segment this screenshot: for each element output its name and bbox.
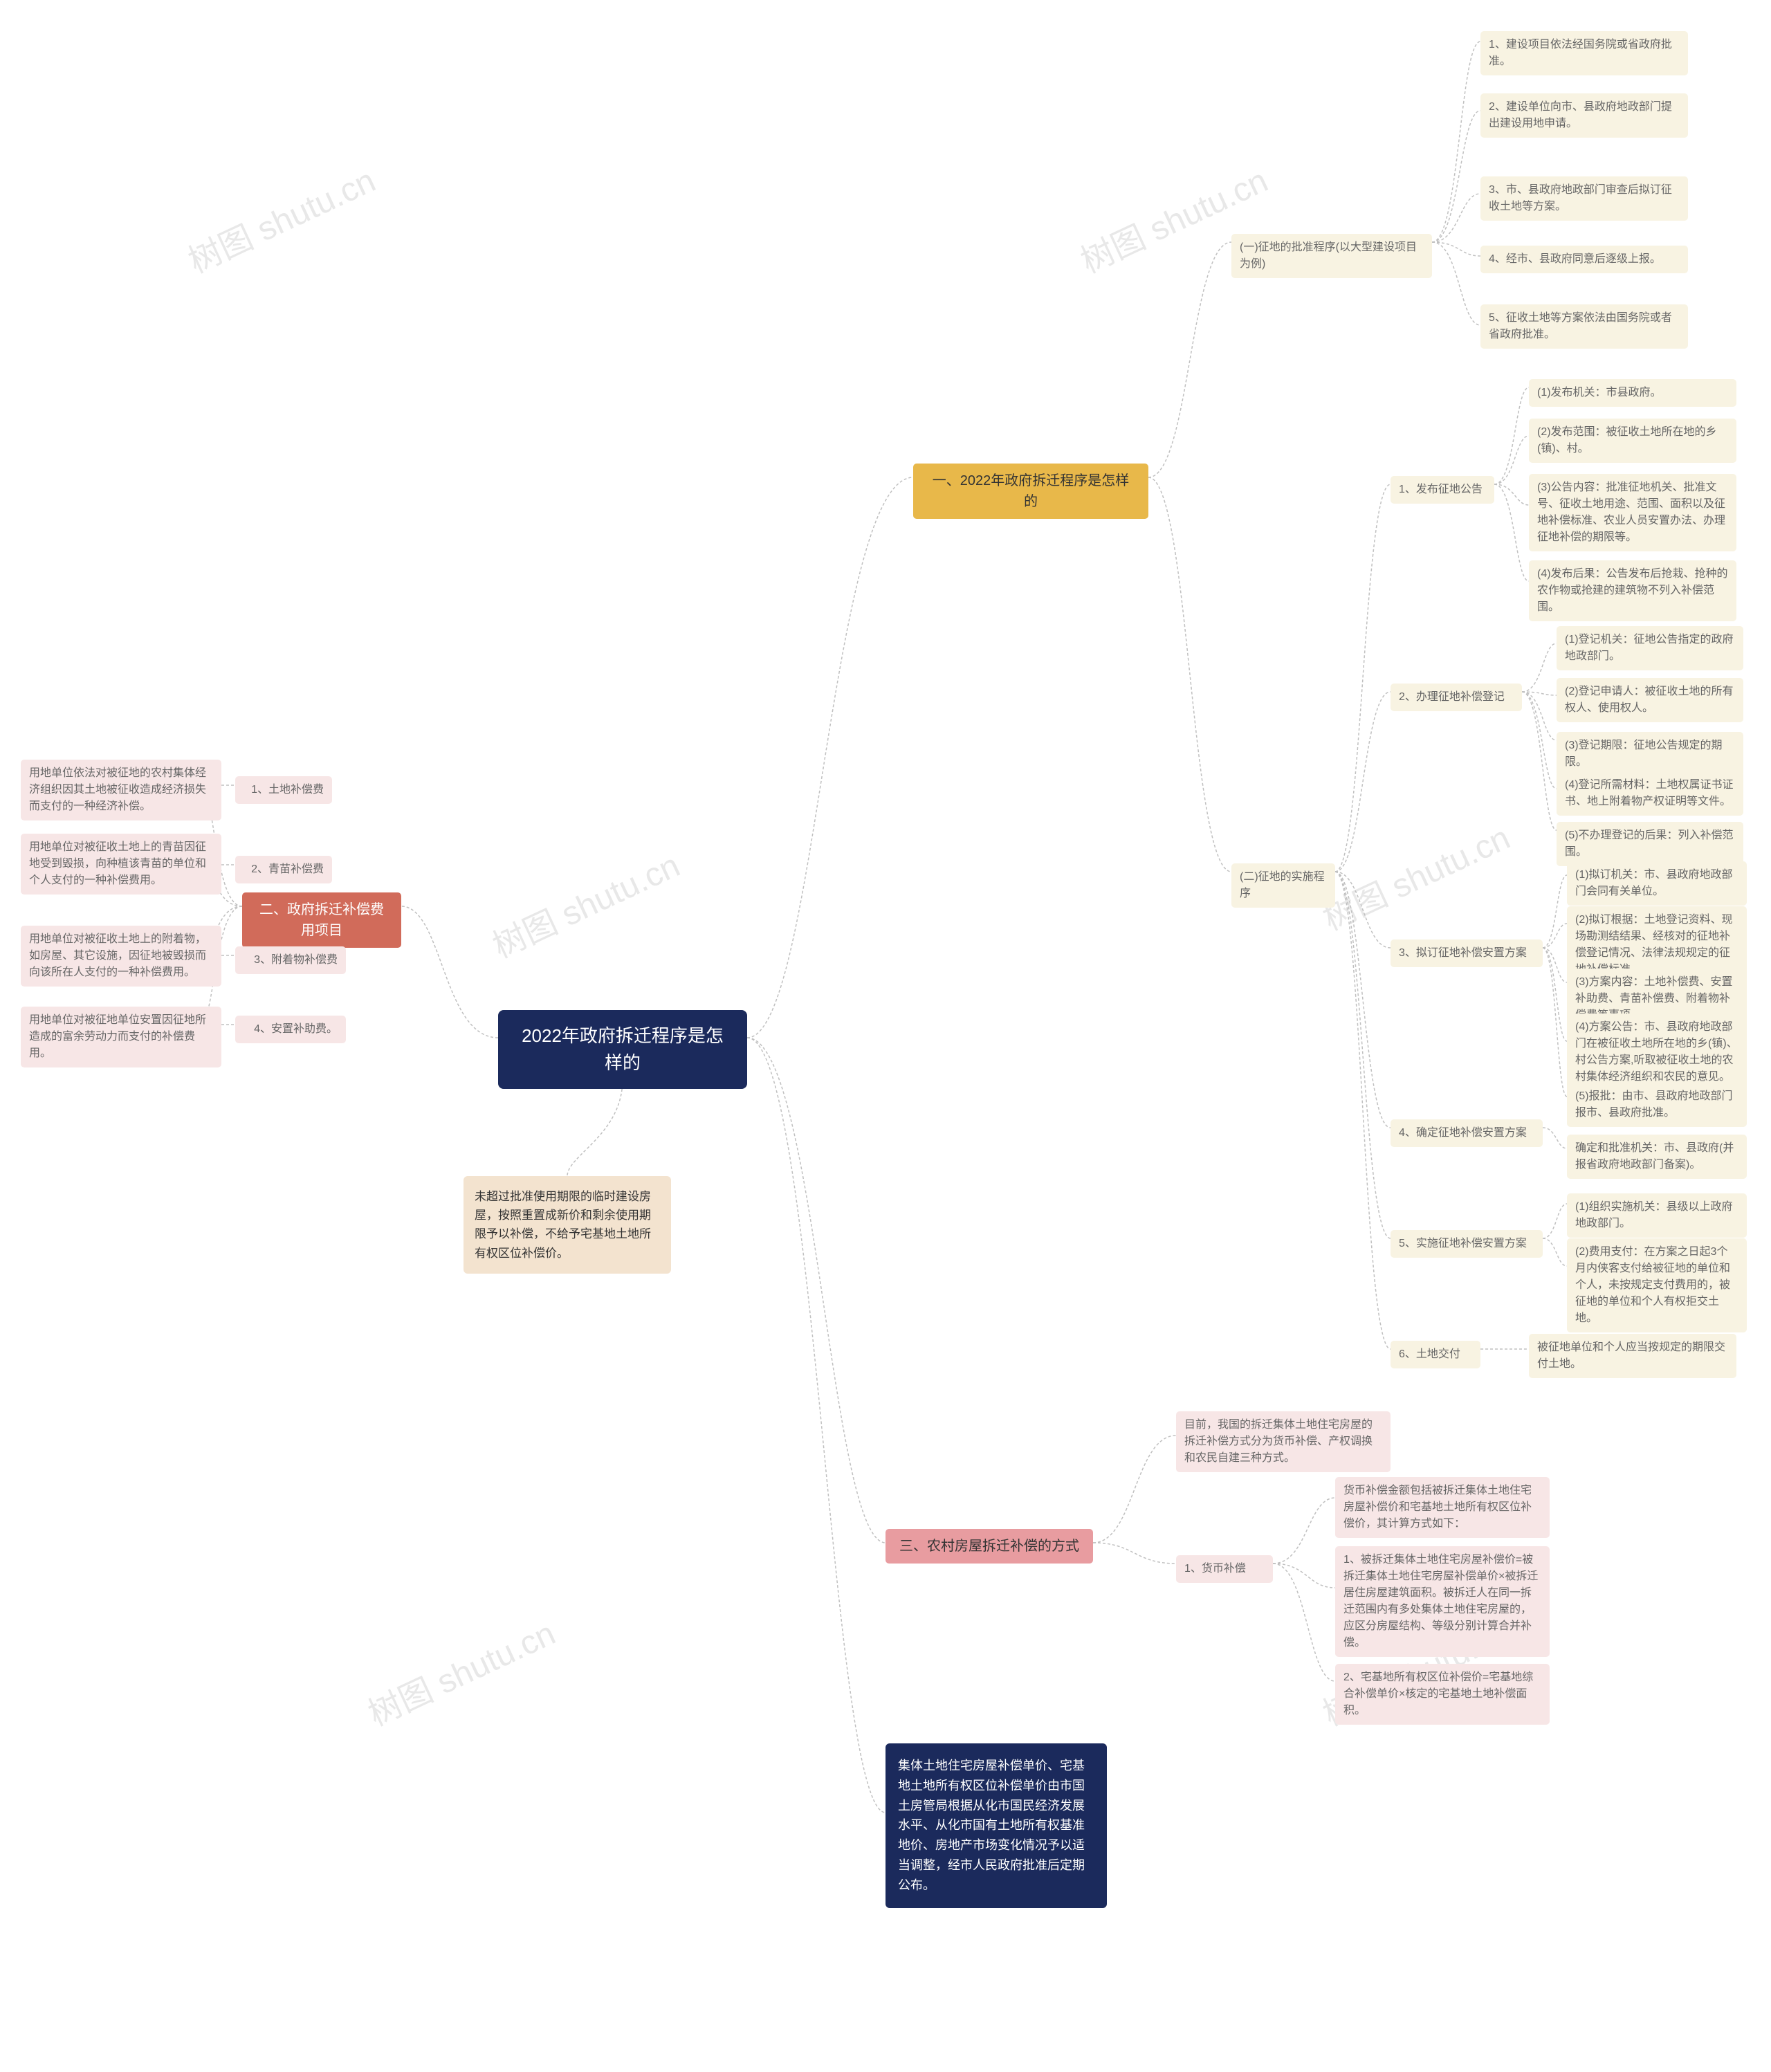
step-6[interactable]: 6、土地交付 xyxy=(1391,1341,1480,1368)
b2-item-num[interactable]: 3、附着物补偿费 xyxy=(235,946,346,974)
b2-item-desc[interactable]: 用地单位对被征地单位安置因征地所造成的富余劳动力而支付的补偿费用。 xyxy=(21,1007,221,1067)
b2-item-num[interactable]: 2、青苗补偿费 xyxy=(235,856,332,883)
b3-sub-item[interactable]: 2、宅基地所有权区位补偿价=宅基地综合补偿单价×核定的宅基地土地补偿面积。 xyxy=(1335,1664,1550,1725)
sub-a-item[interactable]: 3、市、县政府地政部门审查后拟订征收土地等方案。 xyxy=(1480,176,1688,221)
branch-3-note[interactable]: 集体土地住宅房屋补偿单价、宅基地土地所有权区位补偿单价由市国土房管局根据从化市国… xyxy=(886,1743,1107,1908)
watermark: 树图 shutu.cn xyxy=(484,838,686,967)
b3-sub-item[interactable]: 货币补偿金额包括被拆迁集体土地住宅房屋补偿价和宅基地土地所有权区位补偿价，其计算… xyxy=(1335,1477,1550,1538)
mindmap-canvas: 树图 shutu.cn 树图 shutu.cn 树图 shutu.cn 树图 s… xyxy=(0,0,1771,2072)
branch-2-note[interactable]: 未超过批准使用期限的临时建设房屋，按照重置成新价和剩余使用期限予以补偿，不给予宅… xyxy=(464,1176,671,1274)
b2-item-num[interactable]: 4、安置补助费。 xyxy=(235,1016,346,1043)
step-2-item[interactable]: (1)登记机关：征地公告指定的政府地政部门。 xyxy=(1557,626,1743,670)
sub-a-item[interactable]: 4、经市、县政府同意后逐级上报。 xyxy=(1480,246,1688,273)
step-6-item[interactable]: 被征地单位和个人应当按规定的期限交付土地。 xyxy=(1529,1334,1736,1378)
step-5-item[interactable]: (1)组织实施机关：县级以上政府地政部门。 xyxy=(1567,1193,1747,1238)
b2-item-desc[interactable]: 用地单位对被征收土地上的附着物，如房屋、其它设施，因征地被毁损而向该所在人支付的… xyxy=(21,926,221,987)
sub-a-item[interactable]: 2、建设单位向市、县政府地政部门提出建设用地申请。 xyxy=(1480,93,1688,138)
b3-sub[interactable]: 1、货币补偿 xyxy=(1176,1555,1273,1583)
step-2[interactable]: 2、办理征地补偿登记 xyxy=(1391,684,1522,711)
branch-1-sub-a[interactable]: (一)征地的批准程序(以大型建设项目为例) xyxy=(1231,234,1432,278)
branch-1-sub-b[interactable]: (二)征地的实施程序 xyxy=(1231,863,1335,908)
b3-sub-item[interactable]: 1、被拆迁集体土地住宅房屋补偿价=被拆迁集体土地住宅房屋补偿单价×被拆迁居住房屋… xyxy=(1335,1546,1550,1657)
watermark: 树图 shutu.cn xyxy=(359,1606,562,1735)
step-3-item[interactable]: (1)拟订机关：市、县政府地政部门会同有关单位。 xyxy=(1567,861,1747,906)
step-1-item[interactable]: (2)发布范围：被征收土地所在地的乡(镇)、村。 xyxy=(1529,419,1736,463)
step-2-item[interactable]: (3)登记期限：征地公告规定的期限。 xyxy=(1557,732,1743,776)
step-2-item[interactable]: (4)登记所需材料：土地权属证书证书、地上附着物产权证明等文件。 xyxy=(1557,771,1743,816)
b2-item-num[interactable]: 1、土地补偿费 xyxy=(235,776,332,804)
step-4[interactable]: 4、确定征地补偿安置方案 xyxy=(1391,1119,1543,1147)
step-2-item[interactable]: (2)登记申请人：被征收土地的所有权人、使用权人。 xyxy=(1557,678,1743,722)
b2-item-desc[interactable]: 用地单位依法对被征地的农村集体经济组织因其土地被征收造成经济损失而支付的一种经济… xyxy=(21,760,221,820)
step-1[interactable]: 1、发布征地公告 xyxy=(1391,476,1494,504)
step-1-item[interactable]: (1)发布机关：市县政府。 xyxy=(1529,379,1736,407)
sub-a-item[interactable]: 5、征收土地等方案依法由国务院或者省政府批准。 xyxy=(1480,304,1688,349)
step-2-item[interactable]: (5)不办理登记的后果：列入补偿范围。 xyxy=(1557,822,1743,866)
step-1-item[interactable]: (4)发布后果：公告发布后抢栽、抢种的农作物或抢建的建筑物不列入补偿范围。 xyxy=(1529,560,1736,621)
step-3-item[interactable]: (4)方案公告：市、县政府地政部门在被征收土地所在地的乡(镇)、村公告方案,听取… xyxy=(1567,1014,1747,1091)
step-3[interactable]: 3、拟订征地补偿安置方案 xyxy=(1391,939,1543,967)
step-5[interactable]: 5、实施征地补偿安置方案 xyxy=(1391,1230,1543,1258)
branch-1[interactable]: 一、2022年政府拆迁程序是怎样的 xyxy=(913,464,1148,519)
b3-intro[interactable]: 目前，我国的拆迁集体土地住宅房屋的拆迁补偿方式分为货币补偿、产权调换和农民自建三… xyxy=(1176,1411,1391,1472)
step-1-item[interactable]: (3)公告内容：批准征地机关、批准文号、征收土地用途、范围、面积以及征地补偿标准… xyxy=(1529,474,1736,551)
watermark: 树图 shutu.cn xyxy=(179,154,382,282)
b2-item-desc[interactable]: 用地单位对被征收土地上的青苗因征地受到毁损，向种植该青苗的单位和个人支付的一种补… xyxy=(21,834,221,895)
sub-a-item[interactable]: 1、建设项目依法经国务院或省政府批准。 xyxy=(1480,31,1688,75)
step-5-item[interactable]: (2)费用支付：在方案之日起3个月内侠客支付给被征地的单位和个人，未按规定支付费… xyxy=(1567,1238,1747,1332)
root-node[interactable]: 2022年政府拆迁程序是怎样的 xyxy=(498,1010,747,1089)
step-3-item[interactable]: (5)报批：由市、县政府地政部门报市、县政府批准。 xyxy=(1567,1083,1747,1127)
step-4-item[interactable]: 确定和批准机关：市、县政府(并报省政府地政部门备案)。 xyxy=(1567,1135,1747,1179)
watermark: 树图 shutu.cn xyxy=(1314,811,1516,939)
branch-2[interactable]: 二、政府拆迁补偿费用项目 xyxy=(242,892,401,948)
branch-3[interactable]: 三、农村房屋拆迁补偿的方式 xyxy=(886,1529,1093,1564)
